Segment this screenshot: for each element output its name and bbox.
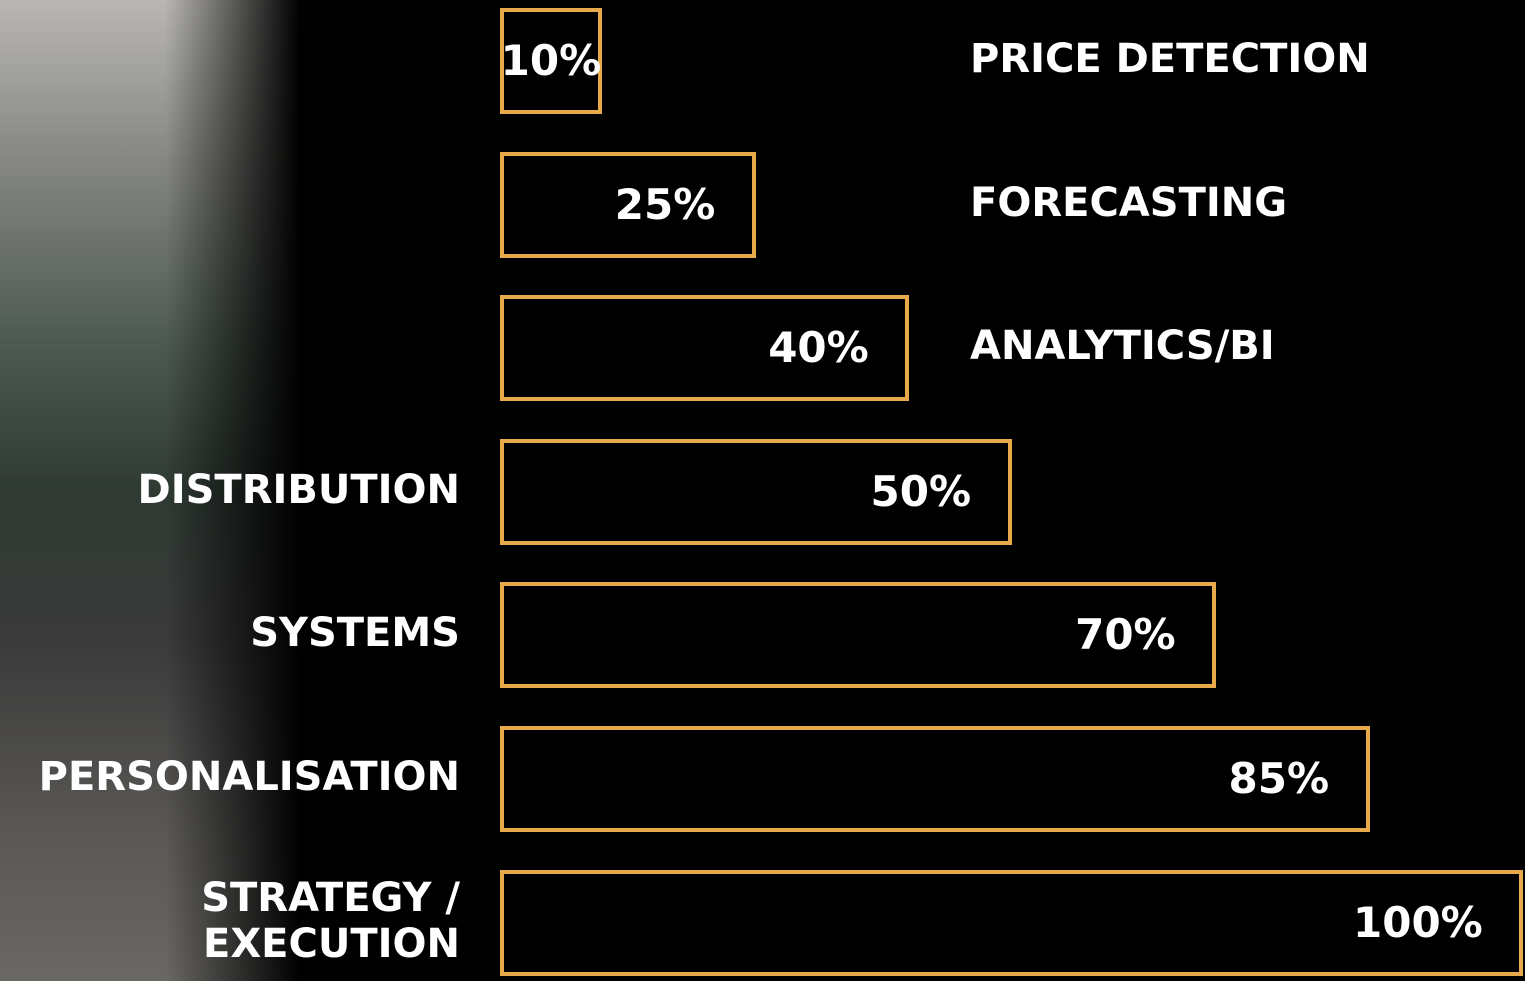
category-label: PRICE DETECTION (970, 36, 1370, 82)
chart: 10% PRICE DETECTION 25% FORECASTING 40% ANALY… (0, 0, 1525, 981)
category-label: PERSONALISATION (39, 754, 460, 800)
category-label: FORECASTING (970, 180, 1287, 226)
value-label: 85% (1229, 755, 1330, 803)
category-label: ANALYTICS/BI (970, 323, 1275, 369)
category-label: STRATEGY / EXECUTION (201, 875, 460, 967)
category-label: DISTRIBUTION (138, 467, 460, 513)
value-label: 50% (871, 468, 972, 516)
value-label: 25% (615, 181, 716, 229)
category-label: SYSTEMS (250, 610, 460, 656)
value-label: 40% (768, 324, 869, 372)
value-label: 100% (1353, 899, 1483, 947)
value-label: 10% (501, 37, 602, 85)
value-label: 70% (1075, 611, 1176, 659)
